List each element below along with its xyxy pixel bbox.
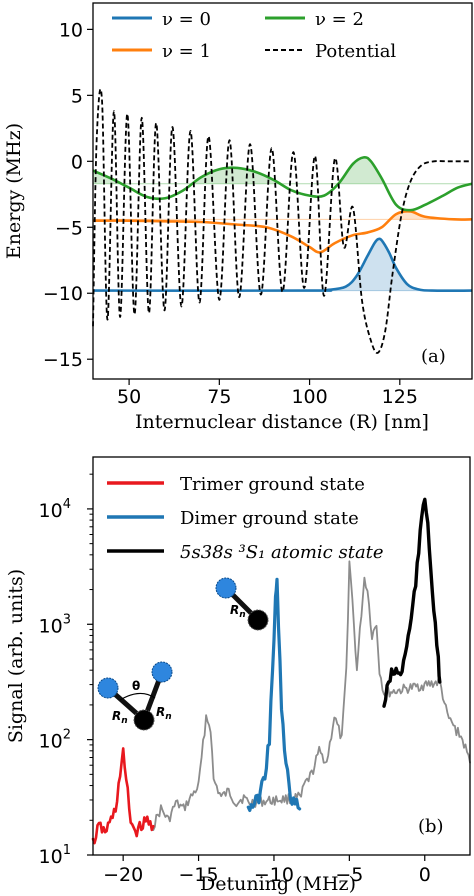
panel-a-ylabel: Energy (MHz) [3, 123, 25, 259]
x-tick-label: −5 [335, 864, 363, 886]
y-tick-label: 102 [39, 728, 71, 753]
fill-nu1 [390, 211, 472, 220]
y-tick-label: 101 [39, 843, 71, 868]
trimer-molecule-inset: θ Rn Rn [97, 661, 173, 731]
trimer-atom-right [151, 661, 173, 683]
legend-label-nu0: ν = 0 [162, 9, 211, 30]
legend-label-potential: Potential [315, 41, 396, 62]
legend-label-dimer: Dimer ground state [180, 508, 359, 529]
panel-b-ylabel: Signal (arb. units) [5, 569, 27, 743]
y-tick-label: 5 [71, 85, 83, 107]
x-tick-label: 0 [419, 864, 431, 886]
x-tick-label: 50 [117, 386, 141, 408]
panel-b-xlabel: Detuning (MHz) [200, 873, 356, 895]
dimer-atom-black [247, 609, 269, 631]
y-tick-label: 0 [71, 151, 83, 173]
panel-b-legend: Trimer ground state Dimer ground state 5… [107, 474, 384, 563]
panel-b-tag: (b) [418, 816, 444, 837]
fill-nu0 [93, 238, 472, 291]
series-line-atomic [382, 497, 442, 708]
trimer-rn-left-label: Rn [112, 709, 128, 726]
trimer-angle-arc [119, 692, 156, 701]
x-tick-label: −10 [254, 864, 294, 886]
series-line-dimer [246, 577, 302, 812]
y-tick-label: −10 [43, 283, 83, 305]
x-tick-label: −20 [103, 864, 143, 886]
trimer-atom-center [133, 709, 155, 731]
panel-a-fill-areas [93, 157, 472, 292]
dimer-rn-label: Rn [230, 603, 246, 620]
x-tick-label: 125 [382, 386, 418, 408]
series-line-nu2 [92, 155, 473, 212]
panel-a-xlabel: Internuclear distance (R) [nm] [135, 411, 429, 433]
x-tick-label: 100 [291, 386, 327, 408]
panel-a-series-lines [92, 88, 473, 354]
series-line-potential [92, 88, 472, 354]
legend-label-nu1: ν = 1 [162, 41, 211, 62]
y-tick-label: 104 [39, 497, 71, 522]
panel-b-signal-chart: θ Rn Rn Rn −20 −15 −10 −5 0 101 102 103 104 Trim… [5, 456, 471, 895]
dimer-molecule-inset: Rn [215, 577, 269, 631]
series-line-background [152, 560, 471, 831]
panel-a-tag: (a) [421, 346, 446, 367]
x-tick-label: 75 [207, 386, 231, 408]
panel-b-ticks: −20 −15 −10 −5 0 101 102 103 104 [39, 473, 431, 886]
y-tick-label: 10 [59, 19, 83, 41]
dimer-atom-blue [215, 577, 237, 599]
y-tick-label: −15 [43, 349, 83, 371]
trimer-atom-left [97, 677, 119, 699]
panel-a-legend: ν = 0 ν = 2 ν = 1 Potential [112, 9, 396, 62]
y-tick-label: −5 [55, 217, 83, 239]
legend-label-atomic: 5s38s ³S₁ atomic state [180, 542, 384, 563]
y-tick-label: 103 [39, 612, 71, 637]
series-line-trimer [91, 747, 155, 845]
legend-label-nu2: ν = 2 [315, 9, 364, 30]
x-tick-label: −15 [179, 864, 219, 886]
panel-b-frame [92, 456, 471, 856]
panel-a-frame [92, 2, 473, 380]
trimer-rn-right-label: Rn [156, 705, 172, 722]
fill-nu2 [93, 157, 472, 184]
series-line-nu0 [92, 237, 473, 293]
trimer-theta-label: θ [132, 679, 140, 693]
panel-b-series-lines [91, 497, 471, 845]
legend-label-trimer: Trimer ground state [180, 474, 365, 495]
series-line-nu1 [92, 210, 473, 254]
